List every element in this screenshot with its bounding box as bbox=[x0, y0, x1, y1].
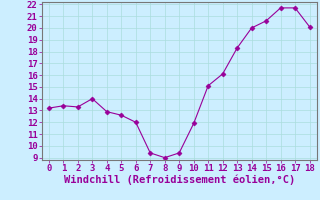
X-axis label: Windchill (Refroidissement éolien,°C): Windchill (Refroidissement éolien,°C) bbox=[64, 175, 295, 185]
